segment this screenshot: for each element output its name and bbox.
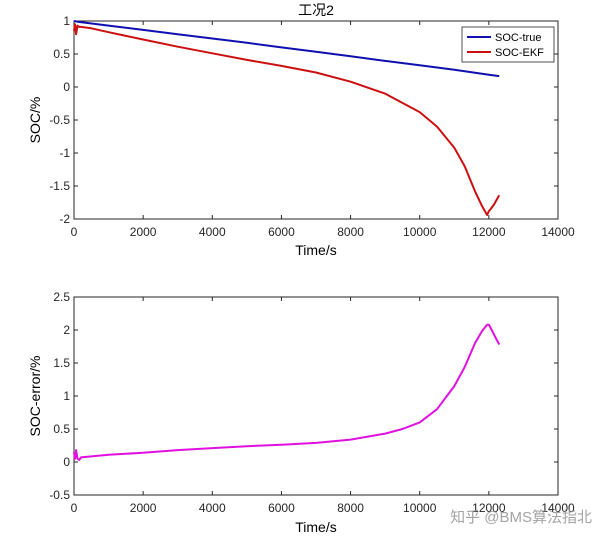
bottom-x-tick-label: 10000	[403, 501, 437, 515]
bottom-x-tick-label: 6000	[268, 501, 295, 515]
series-line-soc-ekf	[73, 23, 501, 216]
top-chart-title: 工况2	[298, 2, 334, 18]
top-y-tick-label: 1	[63, 14, 70, 28]
top-x-tick-label: 2000	[130, 225, 157, 239]
bottom-y-tick-label: 0.5	[53, 422, 70, 436]
legend-label-soc-ekf: SOC-EKF	[495, 47, 544, 59]
bottom-y-tick-label: 1	[63, 389, 70, 403]
top-x-tick-label: 0	[71, 225, 78, 239]
bottom-plot-frame	[73, 296, 559, 496]
bottom-x-axis-label: Time/s	[295, 519, 336, 535]
top-x-tick-label: 12000	[472, 225, 506, 239]
bottom-x-tick-label: 8000	[337, 501, 364, 515]
bottom-y-ticks: 2.5 2 1.5 1 0.5 0 -0.5	[49, 290, 558, 502]
bottom-plot: 0 2000 4000 6000 8000 10000 12000 14000 2.5 2 1.5…	[27, 290, 575, 535]
bottom-y-tick-label: -0.5	[49, 488, 70, 502]
bottom-x-tick-label: 14000	[541, 501, 575, 515]
series-line-soc-error	[73, 323, 501, 461]
bottom-x-tick-label: 0	[71, 501, 78, 515]
series-line-soc-true	[73, 20, 500, 78]
bottom-y-axis-label: SOC-error/%	[27, 356, 43, 437]
top-x-ticks: 0 2000 4000 6000 8000 10000 12000 14000	[71, 21, 575, 239]
bottom-x-tick-label: 4000	[199, 501, 226, 515]
top-y-tick-label: -2	[59, 212, 70, 226]
top-y-tick-label: -1.5	[49, 179, 70, 193]
legend-box	[461, 26, 555, 63]
top-plot: 工况2 0 2000 4000 6000 8000 10000 12000 14000 1 0.…	[27, 2, 575, 258]
top-y-tick-label: 0.5	[53, 47, 70, 61]
top-x-tick-label: 6000	[268, 225, 295, 239]
bottom-y-tick-label: 2	[63, 323, 70, 337]
top-y-tick-label: 0	[63, 80, 70, 94]
bottom-y-tick-label: 1.5	[53, 356, 70, 370]
top-y-axis-label: SOC/%	[27, 97, 43, 144]
top-x-tick-label: 14000	[541, 225, 575, 239]
bottom-x-tick-label: 2000	[130, 501, 157, 515]
top-y-ticks: 1 0.5 0 -0.5 -1 -1.5 -2	[49, 14, 558, 226]
top-y-tick-label: -0.5	[49, 113, 70, 127]
top-series-group	[73, 20, 501, 216]
top-x-tick-label: 8000	[337, 225, 364, 239]
legend-label-soc-true: SOC-true	[495, 32, 541, 44]
legend: SOC-true SOC-EKF	[461, 26, 555, 63]
bottom-x-tick-label: 12000	[472, 501, 506, 515]
bottom-y-tick-label: 0	[63, 455, 70, 469]
watermark-text: 知乎 @BMS算法指北	[450, 508, 592, 526]
top-x-tick-label: 4000	[199, 225, 226, 239]
top-x-axis-label: Time/s	[295, 242, 336, 258]
bottom-y-tick-label: 2.5	[53, 290, 70, 304]
top-x-tick-label: 10000	[403, 225, 437, 239]
bottom-series-group	[73, 323, 501, 461]
top-y-tick-label: -1	[59, 146, 70, 160]
bottom-x-ticks: 0 2000 4000 6000 8000 10000 12000 14000	[71, 297, 575, 515]
